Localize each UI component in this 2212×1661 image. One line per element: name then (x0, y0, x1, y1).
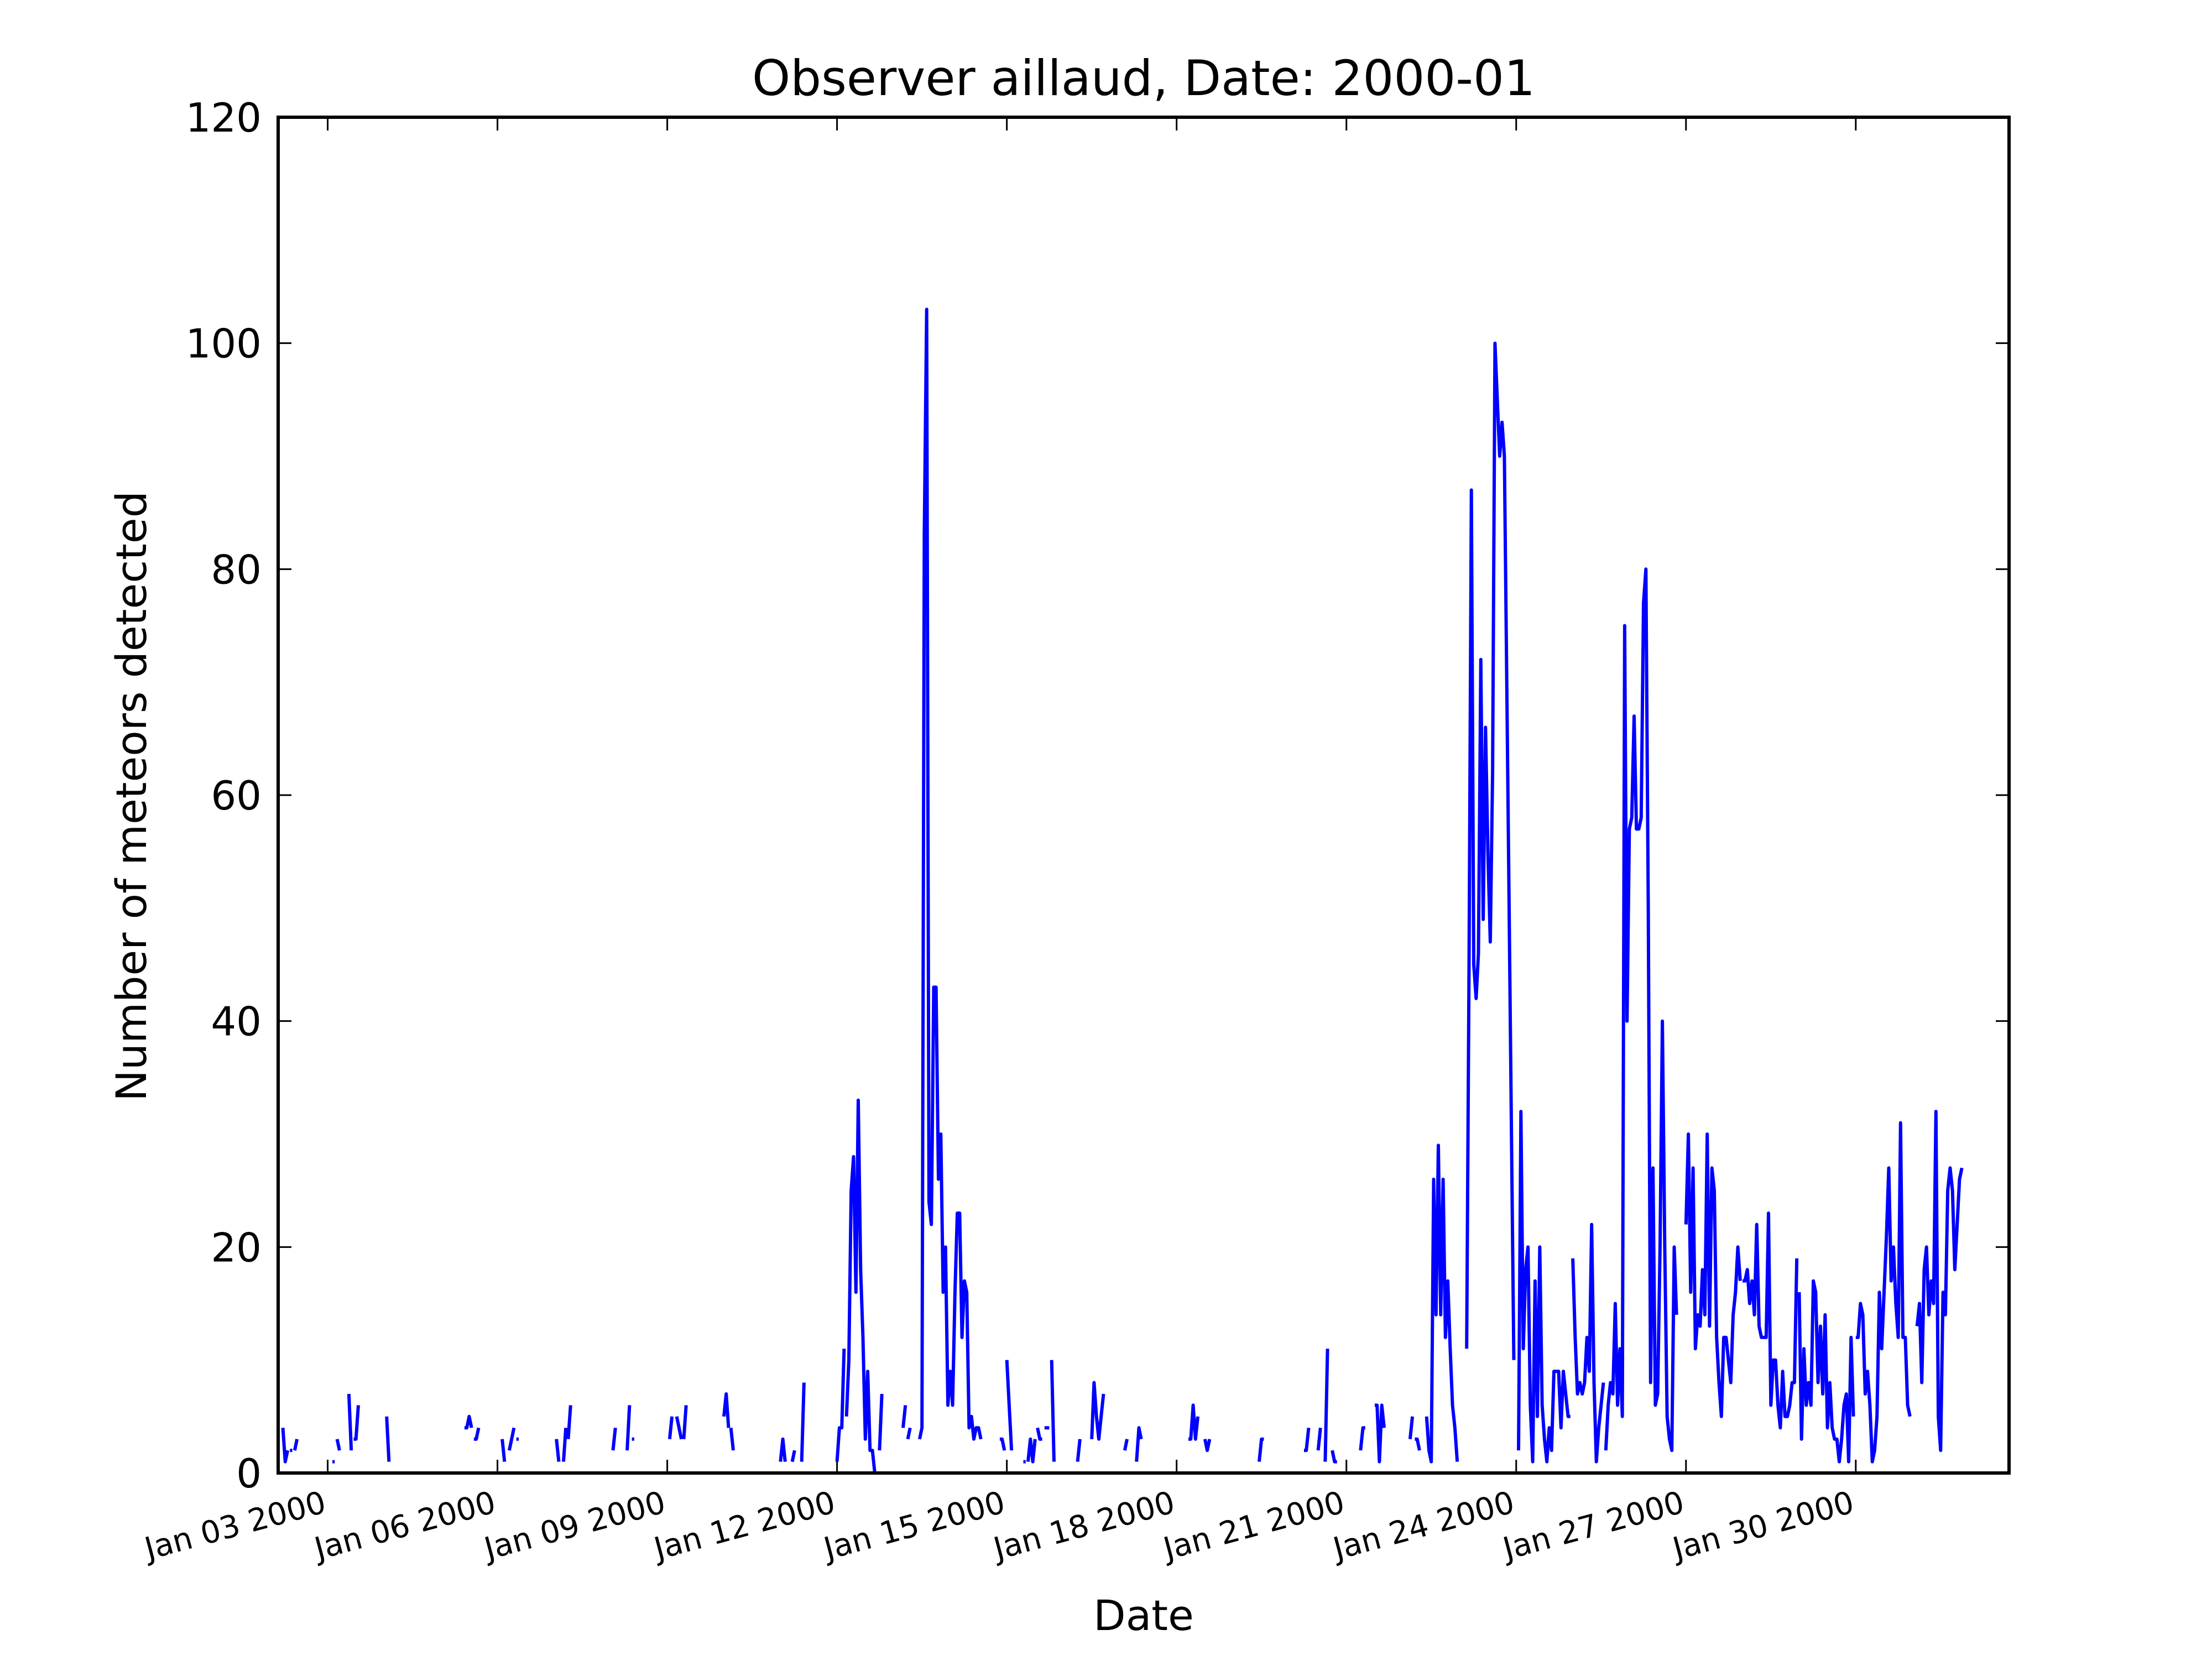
series-line-segment (901, 1405, 907, 1428)
chart-title: Observer aillaud, Date: 2000-01 (752, 50, 1535, 107)
series-line-segment (281, 1428, 290, 1464)
series-line-segment (682, 1405, 688, 1439)
series-line-segment (1915, 1110, 1964, 1453)
series-line-segment (507, 1427, 516, 1451)
series-line-segment (878, 1393, 884, 1451)
series-line-segment (1123, 1439, 1129, 1451)
y-tick-label: 120 (186, 95, 262, 141)
series-line-segment (1604, 567, 1678, 1453)
series-line-segment (1304, 1427, 1311, 1453)
series-line-segment (1374, 1403, 1386, 1464)
series-line-segment (1203, 1439, 1212, 1453)
series-line-segment (1316, 1427, 1322, 1451)
series-line-segment (1188, 1403, 1200, 1441)
series-line-segment (555, 1439, 561, 1462)
series-line-segment (790, 1450, 796, 1462)
series-line-segment (1408, 1416, 1415, 1440)
y-tick-label: 80 (211, 546, 262, 593)
series-line-segment (566, 1405, 572, 1439)
y-tick-label: 0 (236, 1450, 262, 1497)
y-tick-label: 100 (186, 321, 262, 367)
series-line-segment (1465, 341, 1516, 1360)
series-line-segment (844, 1098, 877, 1473)
series-line-segment (906, 1427, 912, 1440)
series-line-segment (464, 1414, 473, 1430)
series-line-segment (385, 1416, 391, 1462)
series-line-segment (1036, 1427, 1042, 1441)
series-line-segment (779, 1437, 787, 1462)
series-line-segment (1050, 1360, 1056, 1462)
series-line-segment (611, 1427, 617, 1451)
series-line-segment (667, 1416, 674, 1440)
series-line-segment (347, 1393, 353, 1451)
series-line-segment (1425, 1143, 1459, 1464)
series-line-segment (1005, 1360, 1014, 1451)
series-line-segment (1517, 1110, 1571, 1464)
series-line-segment (1026, 1437, 1037, 1464)
series-line-segment (1415, 1437, 1421, 1451)
series-line-segment (1090, 1381, 1105, 1441)
series-line-segment (1743, 1211, 1799, 1430)
series-line-segment (917, 307, 983, 1441)
series-line-segment (562, 1428, 568, 1462)
series-line-segment (1684, 1132, 1742, 1418)
series-line-segment (1571, 1223, 1605, 1464)
series-line-segment (293, 1439, 299, 1451)
series-line-segment (835, 1349, 846, 1462)
series-line-segment (675, 1416, 684, 1440)
plot-frame (276, 116, 2011, 1475)
series-line-segment (1135, 1426, 1143, 1462)
series-line-segment (625, 1405, 632, 1451)
y-axis-label: Number of meteors detected (107, 491, 156, 1101)
series-line-segment (1258, 1437, 1264, 1462)
series-line-segment (335, 1439, 341, 1451)
series-line-segment (1331, 1450, 1337, 1464)
series-line-segment (1797, 1279, 1855, 1464)
x-axis-label: Date (1093, 1591, 1194, 1640)
series-line-segment (1359, 1426, 1365, 1451)
series-line-segment (729, 1427, 735, 1451)
series-line-segment (500, 1439, 507, 1462)
series-line-segment (473, 1427, 481, 1441)
series-line-segment (722, 1392, 731, 1428)
series-line-segment (999, 1437, 1006, 1451)
y-tick-label: 60 (211, 772, 262, 819)
series-line-segment (1076, 1439, 1082, 1462)
y-tick-label: 20 (211, 1224, 262, 1271)
series-line-segment (1855, 1121, 1912, 1464)
series-line-segment (353, 1405, 360, 1441)
series-line-segment (1323, 1349, 1329, 1462)
series-line-segment (800, 1382, 806, 1462)
y-tick-label: 40 (211, 999, 262, 1045)
